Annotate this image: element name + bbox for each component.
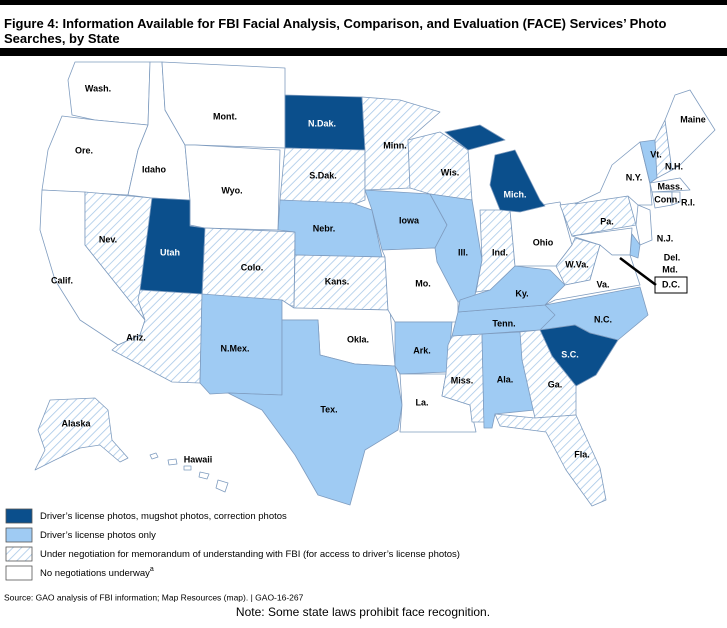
- state-label: Mo.: [415, 278, 431, 288]
- legend-swatch: [5, 508, 33, 524]
- legend-label-text: No negotiations underway: [40, 568, 150, 579]
- state: [519, 329, 577, 419]
- state-label: S.C.: [561, 349, 579, 359]
- legend-label: Driver’s license photos only: [40, 530, 156, 541]
- legend-label: Under negotiation for memorandum of unde…: [40, 549, 460, 560]
- legend-label: Driver’s license photos, mugshot photos,…: [40, 511, 287, 522]
- legend-swatch: [5, 565, 33, 581]
- state-label: Del.: [664, 252, 681, 262]
- state: [394, 321, 453, 375]
- legend-label-text: Under negotiation for memorandum of unde…: [40, 549, 460, 560]
- legend-label-text: Driver’s license photos, mugshot photos,…: [40, 511, 287, 522]
- state-label: Iowa: [399, 215, 420, 225]
- state: [149, 452, 229, 493]
- legend-swatch: [5, 527, 33, 543]
- state-label: Alaska: [61, 418, 91, 428]
- state-label: La.: [415, 397, 428, 407]
- state-label: Ill.: [458, 247, 468, 257]
- state-label: Va.: [596, 279, 609, 289]
- state-label: Ohio: [533, 237, 554, 247]
- state-labels: Wash. Ore. Calif. Idaho Mont. Wyo. Utah …: [51, 83, 706, 464]
- state-label: Vt.: [650, 149, 662, 159]
- title: Figure 4: Information Available for FBI …: [4, 16, 667, 46]
- state-label: N.Mex.: [220, 343, 249, 353]
- state: [635, 204, 653, 246]
- state-label: N.J.: [657, 233, 674, 243]
- state: [444, 124, 546, 213]
- state-label: D.C.: [662, 279, 680, 289]
- state-label: Ariz.: [126, 332, 146, 342]
- source: Source: GAO analysis of FBI information;…: [4, 592, 304, 602]
- state-label: Pa.: [600, 216, 614, 226]
- state: [34, 397, 129, 471]
- state-label: Ala.: [497, 374, 514, 384]
- state-label: Utah: [160, 247, 180, 257]
- state-label: N.Y.: [626, 172, 643, 182]
- state: [544, 244, 641, 306]
- note: Note: Some state laws prohibit face reco…: [236, 605, 490, 619]
- legend-swatch: [5, 546, 33, 562]
- state-label: S.Dak.: [309, 170, 337, 180]
- dc-box: [654, 276, 688, 294]
- state-label: Wis.: [441, 167, 459, 177]
- state: [649, 177, 691, 193]
- state-label: Ga.: [548, 379, 563, 389]
- state-label: Nev.: [99, 234, 117, 244]
- legend-label-text: Driver’s license photos only: [40, 530, 156, 541]
- state-label: Mass.: [657, 181, 682, 191]
- state-label: Ind.: [492, 247, 508, 257]
- state-label: Tenn.: [492, 318, 515, 328]
- state-label: Minn.: [383, 140, 407, 150]
- state-label: Kans.: [325, 276, 350, 286]
- state-label: Ky.: [515, 288, 528, 298]
- state-label: Mich.: [503, 189, 526, 199]
- state: [671, 191, 681, 206]
- legend-note-marker: a: [150, 566, 154, 573]
- state-label: Maine: [680, 114, 706, 124]
- dc-leader: [619, 257, 657, 286]
- state-label: N.Dak.: [308, 118, 336, 128]
- state-label: Hawaii: [184, 454, 213, 464]
- state-label: Nebr.: [313, 223, 336, 233]
- state: [227, 319, 403, 506]
- legend-label: No negotiations underwaya: [40, 566, 154, 579]
- state: [161, 61, 286, 149]
- state: [279, 147, 366, 206]
- state-label: N.H.: [665, 161, 683, 171]
- state-label: R.I.: [681, 197, 695, 207]
- state-label: Ark.: [413, 345, 431, 355]
- legend: Driver’s license photos, mugshot photos,…: [5, 508, 460, 581]
- state-label: Tex.: [320, 404, 337, 414]
- state-label: Fla.: [574, 449, 590, 459]
- state-label: Wash.: [85, 83, 111, 93]
- state-label: Wyo.: [221, 185, 242, 195]
- state-label: N.C.: [594, 314, 612, 324]
- state-label: Okla.: [347, 334, 369, 344]
- state: [494, 413, 607, 507]
- title-rule: [0, 48, 727, 56]
- state-label: Idaho: [142, 164, 167, 174]
- state-label: Md.: [662, 264, 678, 274]
- state-label: Conn.: [654, 194, 680, 204]
- state-label: Mont.: [213, 111, 237, 121]
- state: [67, 61, 151, 126]
- top-rule: [0, 0, 727, 5]
- state: [184, 144, 281, 231]
- states: [34, 61, 716, 507]
- state-label: Miss.: [451, 375, 474, 385]
- state: [664, 89, 716, 171]
- state-label: Ore.: [75, 145, 93, 155]
- state-label: W.Va.: [565, 259, 589, 269]
- state-label: Colo.: [241, 262, 264, 272]
- state-label: Calif.: [51, 275, 73, 285]
